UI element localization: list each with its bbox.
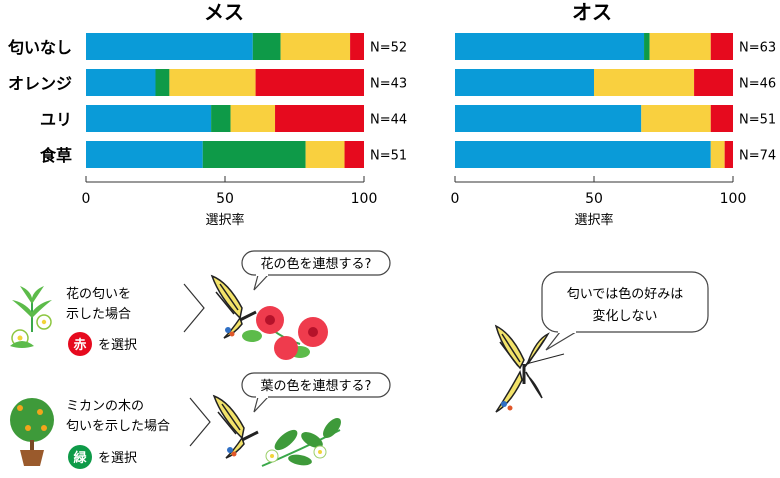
bar-segment [710, 141, 725, 168]
n-label: N=43 [370, 77, 407, 92]
bar-segment [252, 33, 281, 60]
green-badge-label: 緑 [73, 450, 87, 466]
female-panel-title: メス [204, 0, 244, 24]
citrus-tree-icon [10, 398, 54, 466]
bar-segment [230, 105, 276, 132]
red-badge [68, 332, 92, 356]
citrus-caption: ミカンの木の [66, 399, 144, 414]
category-label: 食草 [39, 146, 72, 165]
bar-segment [594, 69, 695, 96]
category-label: ユリ [40, 110, 72, 129]
citrus-caption: 匂いを示した場合 [66, 419, 170, 434]
butterfly-icon [494, 324, 565, 413]
bar-segment [255, 69, 364, 96]
flower-bubble-text: 花の色を連想する? [261, 256, 372, 272]
bubble-tail [545, 331, 577, 351]
x-tick-label: 0 [82, 191, 91, 207]
flower-caption: 花の匂いを [66, 286, 131, 302]
bar-segment [169, 69, 256, 96]
bar-segment [649, 33, 711, 60]
citrus-select-text: を選択 [98, 451, 137, 466]
male-bars: N=63 N=46 N=51 N=74 [455, 33, 776, 168]
bubble-tail [253, 274, 269, 291]
category-label: オレンジ [8, 74, 72, 93]
male-bubble-text: 匂いでは色の好みは [567, 286, 684, 302]
bar-segment [350, 33, 364, 60]
n-label: N=52 [370, 41, 407, 56]
red-badge-label: 赤 [73, 337, 86, 353]
flower-select-text: を選択 [98, 338, 137, 353]
n-label: N=51 [370, 149, 407, 164]
bar-segment [710, 33, 733, 60]
citrus-branch-icon [261, 418, 341, 467]
x-tick-label: 50 [585, 191, 603, 207]
bar-segment [86, 69, 156, 96]
n-label: N=63 [739, 41, 776, 56]
flower-scent-icon [10, 286, 52, 348]
female-axis: 0 50 100 選択率 [82, 176, 378, 228]
bar-segment [86, 105, 212, 132]
x-axis-title: 選択率 [205, 212, 244, 228]
bar-segment [694, 69, 733, 96]
bar-segment [644, 33, 650, 60]
x-tick-label: 100 [720, 191, 747, 207]
n-label: N=44 [370, 113, 407, 128]
bar-segment [455, 141, 711, 168]
female-bars: N=52 N=43 N=44 N=51 [86, 33, 407, 168]
flower-caption: 示した場合 [66, 307, 131, 322]
bar-segment [344, 141, 364, 168]
bar-segment [455, 69, 594, 96]
male-panel-title: オス [572, 0, 612, 24]
bar-segment [710, 105, 733, 132]
x-tick-label: 100 [351, 191, 378, 207]
bar-segment [211, 105, 231, 132]
n-label: N=51 [739, 113, 776, 128]
arrow-bracket [183, 283, 205, 333]
red-flower-icon [242, 306, 328, 360]
bar-segment [455, 33, 645, 60]
category-label: 匂いなし [7, 38, 72, 57]
bar-segment [86, 141, 203, 168]
n-label: N=46 [739, 77, 776, 92]
x-tick-label: 0 [451, 191, 460, 207]
citrus-speech-bubble [241, 372, 391, 398]
bar-segment [202, 141, 306, 168]
n-label: N=74 [739, 149, 776, 164]
bar-segment [280, 33, 351, 60]
green-badge [68, 445, 92, 469]
male-speech-bubble [541, 271, 709, 333]
bubble-tail [253, 396, 269, 413]
bar-segment [275, 105, 364, 132]
bar-segment [455, 105, 642, 132]
x-axis-title: 選択率 [574, 212, 613, 228]
male-axis: 0 50 100 選択率 [451, 176, 747, 228]
bar-segment [305, 141, 345, 168]
butterfly-icon [212, 394, 259, 459]
male-bubble-text: 変化しない [592, 308, 657, 324]
butterfly-icon [210, 274, 257, 339]
x-tick-label: 50 [216, 191, 234, 207]
citrus-bubble-text: 葉の色を連想する? [261, 378, 372, 394]
flower-speech-bubble [241, 250, 391, 276]
arrow-bracket [189, 397, 211, 447]
bar-segment [724, 141, 733, 168]
bar-segment [86, 33, 253, 60]
bar-segment [155, 69, 170, 96]
bar-segment [641, 105, 711, 132]
